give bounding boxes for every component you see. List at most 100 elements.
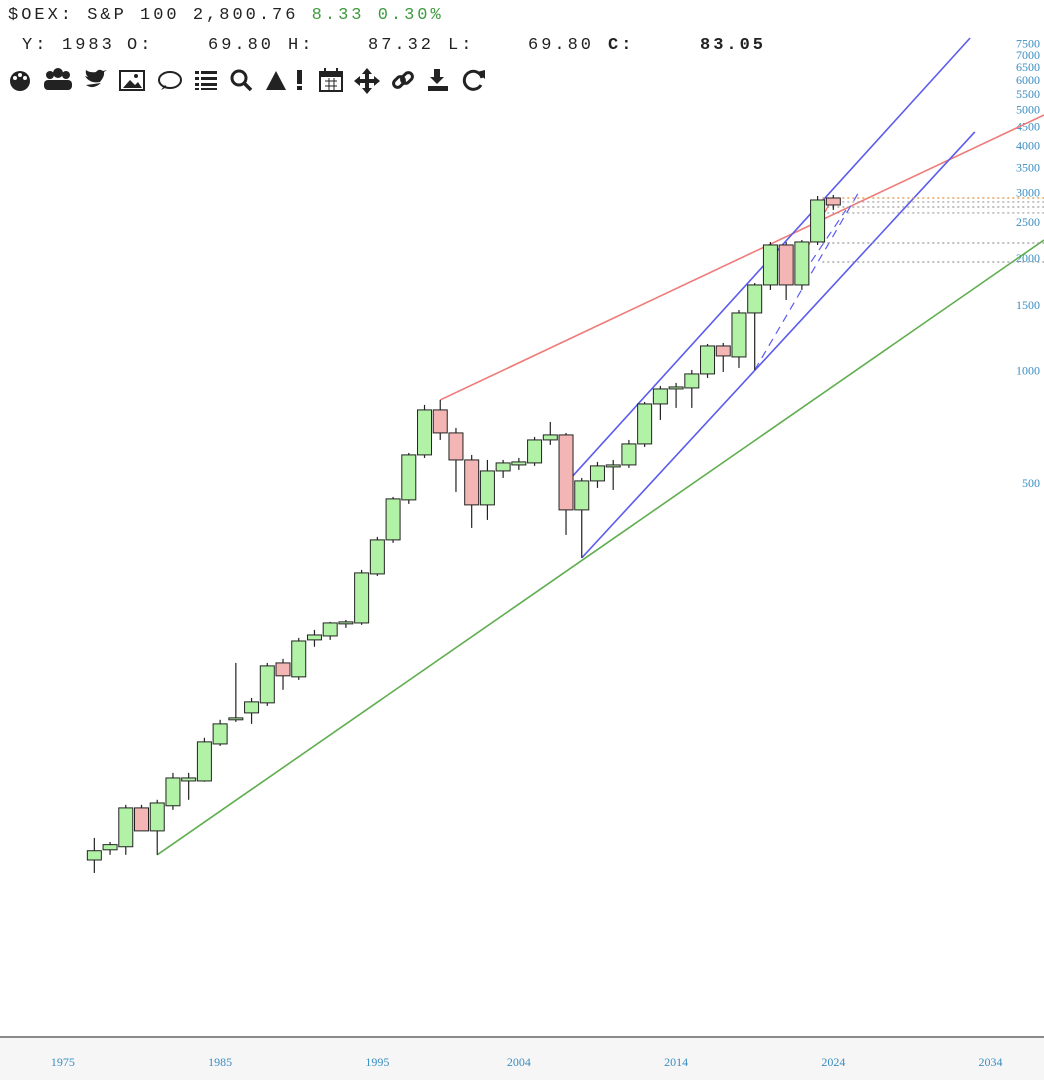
symbol: $OEX:	[8, 6, 75, 25]
candle-body	[369, 539, 385, 575]
list-icon[interactable]	[195, 71, 217, 90]
users-icon[interactable]	[44, 68, 72, 90]
candle-body	[165, 777, 181, 807]
candle-body	[102, 844, 118, 851]
index-name: S&P 100	[87, 6, 180, 25]
y-tick-label: 2500	[1016, 215, 1040, 229]
y-tick-label: 4000	[1016, 139, 1040, 153]
x-tick-label: 1995	[365, 1055, 389, 1069]
calendar-icon[interactable]	[319, 68, 343, 92]
trend-line	[156, 239, 1044, 856]
y-tick-label: 3500	[1016, 160, 1040, 174]
toolbar	[10, 68, 485, 94]
candle-body	[527, 439, 543, 464]
candle-body	[291, 640, 307, 678]
image-icon[interactable]	[119, 70, 145, 91]
y-tick-label: 1000	[1016, 364, 1040, 378]
ohlc-label: O:	[127, 36, 154, 55]
change: 8.33	[311, 6, 365, 25]
y-tick-label: 3000	[1016, 185, 1040, 199]
candle-body	[652, 388, 668, 405]
ohlc-value: 1983	[62, 36, 115, 55]
y-tick-label: 7500	[1016, 37, 1040, 51]
candle-body	[448, 432, 464, 461]
x-tick-label: 2014	[664, 1055, 688, 1069]
y-tick-label: 6000	[1016, 73, 1040, 87]
candle-body	[322, 622, 338, 637]
x-tick-label: 2024	[821, 1055, 845, 1069]
candle-body	[637, 403, 653, 445]
ohlc-label: H:	[288, 36, 315, 55]
candle-body	[464, 459, 480, 506]
candle-body	[354, 572, 370, 624]
candle-body	[196, 741, 212, 782]
move-icon[interactable]	[354, 68, 380, 94]
candle-body	[495, 462, 511, 472]
x-axis-band	[0, 1037, 1044, 1080]
ohlc-value: 69.80	[528, 36, 595, 55]
candle-body	[385, 498, 401, 541]
palette-icon[interactable]	[10, 71, 30, 91]
candle-body	[668, 386, 684, 390]
candle-body	[825, 197, 841, 206]
quote-line: $OEX: S&P 100 2,800.76 8.33 0.30%	[8, 6, 444, 25]
candle-body	[306, 634, 322, 641]
candle-body	[605, 464, 621, 468]
candle-body	[558, 434, 574, 511]
plot-area: 500 1000 1500 2000 2500 3000 3500 4000 4500 5000 5…	[86, 37, 1044, 873]
candle-body	[810, 199, 826, 243]
candle-body	[432, 409, 448, 434]
candle-body	[181, 777, 197, 782]
candle-body	[86, 850, 102, 861]
alert-icon[interactable]	[297, 70, 302, 90]
candle-body	[275, 662, 291, 677]
candle-body	[778, 244, 794, 286]
candle-body	[762, 244, 778, 286]
x-tick-label: 2034	[979, 1055, 1003, 1069]
candle-body	[747, 284, 763, 314]
candle-body	[684, 373, 700, 389]
candle-body	[574, 480, 590, 511]
y-tick-label: 500	[1022, 476, 1040, 490]
y-tick-label: 4500	[1016, 120, 1040, 134]
candle-body	[479, 470, 495, 506]
ohlc-label: L:	[448, 36, 475, 55]
y-tick-label: 2000	[1016, 251, 1040, 265]
ohlc-value: 83.05	[700, 36, 767, 55]
candle-body	[212, 723, 228, 745]
ohlc-label: Y:	[22, 36, 49, 55]
y-tick-label: 7000	[1016, 48, 1040, 62]
search-icon[interactable]	[230, 69, 253, 92]
candle-body	[542, 434, 558, 441]
twitter-icon[interactable]	[85, 69, 107, 88]
y-tick-label: 1500	[1016, 298, 1040, 312]
candle-body	[259, 665, 275, 704]
y-tick-label: 5000	[1016, 103, 1040, 117]
candle-body	[700, 345, 716, 375]
download-icon[interactable]	[428, 69, 448, 91]
link-icon[interactable]	[392, 71, 414, 89]
triangle-icon[interactable]	[266, 71, 286, 90]
y-tick-label: 6500	[1016, 60, 1040, 74]
candle-body	[621, 443, 637, 466]
candle-body	[244, 701, 260, 714]
candle-body	[401, 454, 417, 501]
candle-body	[118, 807, 134, 848]
candle-body	[731, 312, 747, 358]
candle-body	[338, 621, 354, 625]
refresh-icon[interactable]	[462, 69, 485, 91]
comment-icon[interactable]	[158, 71, 182, 90]
x-tick-label: 1985	[208, 1055, 232, 1069]
candle-body	[228, 717, 244, 721]
candle-body	[589, 465, 605, 482]
candle-body	[511, 461, 527, 466]
candle-body	[134, 807, 150, 832]
trend-line	[581, 131, 976, 559]
x-tick-label: 1975	[51, 1055, 75, 1069]
candle-body	[794, 241, 810, 286]
last-price: 2,800.76	[192, 6, 299, 25]
change-percent: 0.30%	[377, 6, 444, 25]
candle-body	[417, 409, 433, 456]
trend-line	[439, 114, 1044, 401]
